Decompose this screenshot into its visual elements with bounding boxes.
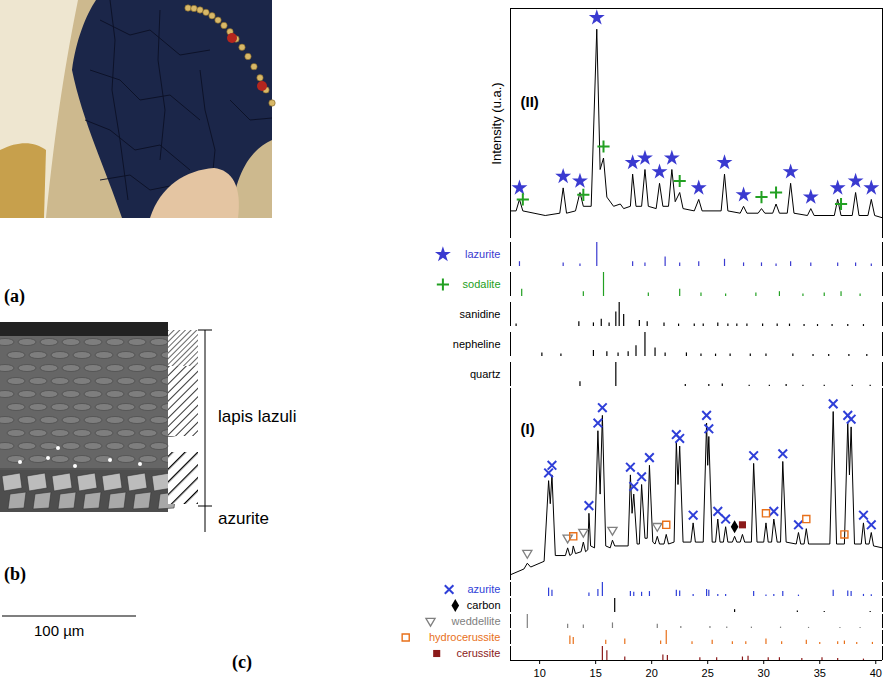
svg-text:cerussite: cerussite — [456, 647, 500, 659]
svg-text:100 µm: 100 µm — [34, 622, 84, 639]
svg-text:15: 15 — [590, 667, 602, 679]
svg-text:40: 40 — [870, 667, 882, 679]
svg-text:azurite: azurite — [218, 509, 269, 528]
svg-text:35: 35 — [814, 667, 826, 679]
svg-text:carbon: carbon — [467, 599, 501, 611]
svg-text:(I): (I) — [521, 420, 535, 437]
svg-text:20: 20 — [646, 667, 658, 679]
svg-text:lazurite: lazurite — [465, 248, 500, 260]
svg-text:lapis lazuli: lapis lazuli — [218, 407, 296, 426]
svg-text:30: 30 — [758, 667, 770, 679]
svg-text:(b): (b) — [4, 564, 26, 585]
svg-text:azurite: azurite — [467, 583, 500, 595]
svg-text:(c): (c) — [232, 652, 252, 673]
svg-text:10: 10 — [534, 667, 546, 679]
svg-text:(II): (II) — [521, 93, 539, 110]
svg-text:hydrocerussite: hydrocerussite — [429, 631, 501, 643]
svg-text:sodalite: sodalite — [463, 278, 501, 290]
svg-text:quartz: quartz — [470, 368, 501, 380]
svg-text:(a): (a) — [4, 286, 25, 307]
svg-text:Intensity (u.a.): Intensity (u.a.) — [489, 82, 504, 164]
svg-text:nepheline: nepheline — [453, 338, 501, 350]
svg-text:sanidine: sanidine — [460, 308, 501, 320]
svg-text:weddellite: weddellite — [451, 615, 501, 627]
svg-text:25: 25 — [702, 667, 714, 679]
